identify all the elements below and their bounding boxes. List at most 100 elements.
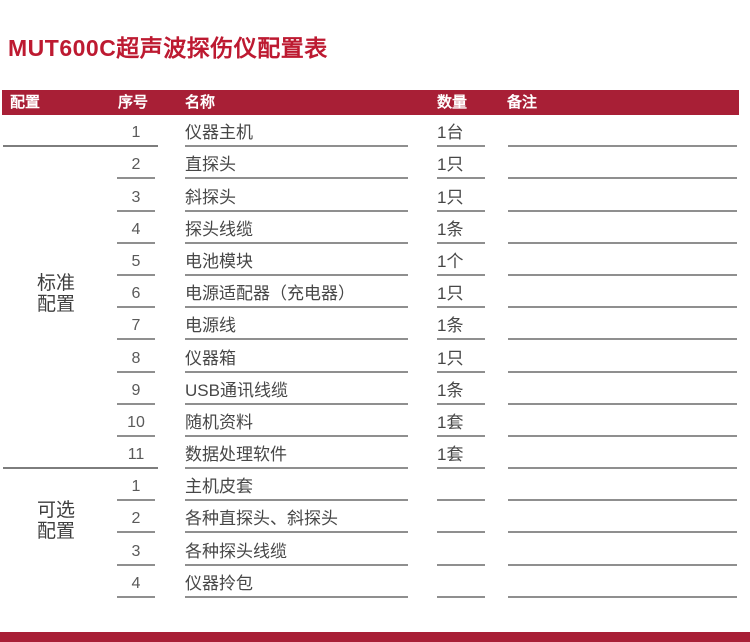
row-name: 斜探头 <box>185 187 408 212</box>
row-qty: 1条 <box>437 380 485 405</box>
column-header-name: 名称 <box>185 94 216 111</box>
row-name: 各种直探头、斜探头 <box>185 508 408 534</box>
page-title: MUT600C超声波探伤仪配置表 <box>8 35 328 61</box>
row-name: 主机皮套 <box>185 476 408 502</box>
group-label-line: 可选 <box>36 500 75 521</box>
row-seq: 8 <box>117 348 155 373</box>
row-name: 直探头 <box>185 154 408 180</box>
config-cell <box>2 469 115 501</box>
column-header-config: 配置 <box>10 94 41 111</box>
table-row: 1 仪器主机 1台 <box>2 115 739 148</box>
table-row: 8 仪器箱 1只 <box>2 340 739 373</box>
row-seq: 6 <box>117 283 155 309</box>
row-seq: 11 <box>117 444 155 470</box>
table-row: 4 仪器拎包 <box>2 566 739 598</box>
table-row: 9 USB通讯线缆 1条 <box>2 373 739 405</box>
config-cell <box>2 566 115 598</box>
row-seq: 9 <box>117 380 155 405</box>
table-body: 标准 配置 可选 配置 1 仪器主机 1台 2 直探头 1只 3 斜探头 1只 … <box>2 115 739 598</box>
row-remark <box>508 305 737 309</box>
row-remark <box>508 434 737 437</box>
row-seq: 3 <box>117 541 155 566</box>
row-remark <box>508 402 737 405</box>
config-cell <box>2 501 115 533</box>
table-row: 7 电源线 1条 <box>2 308 739 341</box>
group-label-line: 配置 <box>36 521 75 542</box>
row-name: 各种探头线缆 <box>185 541 408 566</box>
config-cell <box>2 308 115 340</box>
row-remark <box>508 530 737 534</box>
group-label-line: 标准 <box>36 273 75 294</box>
row-remark <box>508 563 737 566</box>
row-remark <box>508 176 737 180</box>
row-seq: 10 <box>117 412 155 437</box>
row-qty: 1条 <box>437 219 485 244</box>
row-name: 电池模块 <box>185 251 408 276</box>
row-remark <box>508 498 737 502</box>
row-name: 探头线缆 <box>185 219 408 244</box>
row-qty: 1只 <box>437 348 485 373</box>
table-row: 5 电池模块 1个 <box>2 244 739 276</box>
table-row: 2 直探头 1只 <box>2 147 739 180</box>
config-cell <box>2 276 115 308</box>
config-cell <box>2 212 115 244</box>
column-header-qty: 数量 <box>437 94 468 111</box>
row-remark <box>508 273 737 276</box>
row-remark <box>508 466 737 470</box>
row-name: USB通讯线缆 <box>185 380 408 405</box>
row-name: 电源适配器（充电器） <box>185 283 408 309</box>
column-header-remark: 备注 <box>507 94 538 111</box>
row-remark <box>508 209 737 212</box>
row-seq: 4 <box>117 219 155 244</box>
table-row: 11 数据处理软件 1套 <box>2 437 739 470</box>
row-remark <box>508 337 737 341</box>
row-remark <box>508 595 737 598</box>
row-qty: 1台 <box>437 122 485 148</box>
row-remark <box>508 370 737 373</box>
config-cell <box>2 147 115 179</box>
row-qty: 1只 <box>437 283 485 309</box>
row-remark <box>508 241 737 244</box>
row-remark <box>508 144 737 148</box>
row-seq: 1 <box>117 476 155 502</box>
row-qty: 1只 <box>437 154 485 180</box>
group-label-optional: 可选 配置 <box>28 500 84 542</box>
group-label-standard: 标准 配置 <box>28 273 84 315</box>
config-cell <box>2 179 115 211</box>
row-seq: 2 <box>117 154 155 180</box>
table-row: 3 各种探头线缆 <box>2 533 739 566</box>
row-name: 数据处理软件 <box>185 444 408 470</box>
table-row: 3 斜探头 1只 <box>2 179 739 212</box>
row-qty: 1只 <box>437 187 485 212</box>
row-name: 电源线 <box>185 315 408 341</box>
row-qty: 1个 <box>437 251 485 276</box>
row-qty <box>437 563 485 566</box>
table-row: 4 探头线缆 1条 <box>2 212 739 244</box>
config-cell <box>2 405 115 437</box>
row-name: 随机资料 <box>185 412 408 437</box>
table-row: 6 电源适配器（充电器） 1只 <box>2 276 739 309</box>
table-header-bar: 配置 序号 名称 数量 备注 <box>2 90 739 115</box>
group-separator-line <box>3 145 158 148</box>
config-cell <box>2 340 115 372</box>
config-cell <box>2 437 115 469</box>
row-seq: 7 <box>117 315 155 341</box>
footer-bar <box>0 632 750 642</box>
table-row: 10 随机资料 1套 <box>2 405 739 437</box>
config-cell <box>2 533 115 565</box>
row-name: 仪器主机 <box>185 122 408 148</box>
row-name: 仪器拎包 <box>185 573 408 598</box>
row-seq: 2 <box>117 508 155 534</box>
row-qty <box>437 530 485 534</box>
config-cell <box>2 373 115 405</box>
row-name: 仪器箱 <box>185 348 408 373</box>
row-qty <box>437 498 485 502</box>
row-seq: 4 <box>117 573 155 598</box>
row-seq: 3 <box>117 187 155 212</box>
table-row: 2 各种直探头、斜探头 <box>2 501 739 534</box>
row-seq: 1 <box>117 122 155 148</box>
column-header-seq: 序号 <box>118 94 149 111</box>
row-qty: 1套 <box>437 444 485 470</box>
group-separator-line <box>3 467 158 470</box>
row-qty <box>437 595 485 598</box>
